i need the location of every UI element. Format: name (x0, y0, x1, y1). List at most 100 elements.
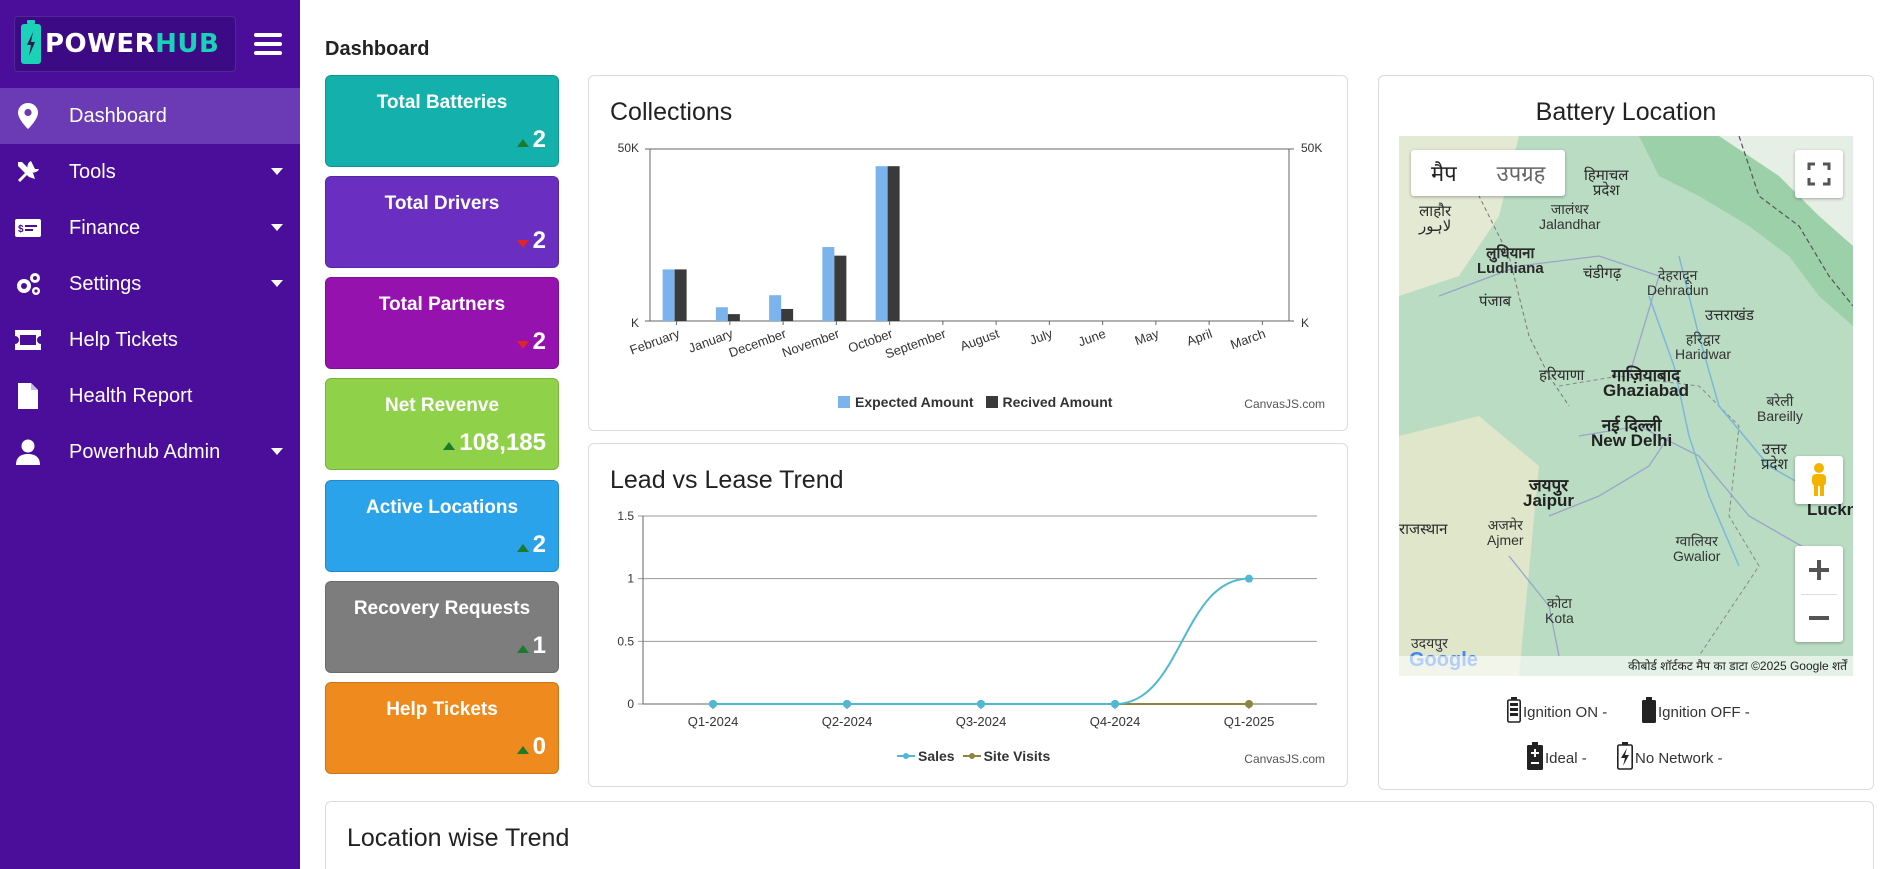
battery-full-icon (1642, 697, 1656, 727)
sidebar-item-settings[interactable]: Settings (0, 256, 300, 312)
sidebar-item-label: Finance (69, 216, 141, 239)
fullscreen-icon[interactable] (1795, 150, 1843, 198)
chart-credit[interactable]: CanvasJS.com (1244, 752, 1325, 766)
stat-card-total-drivers[interactable]: Total Drivers 2 (325, 176, 559, 268)
map-type-satellite-button[interactable]: उपग्रह (1496, 161, 1546, 186)
stat-card-help-tickets[interactable]: Help Tickets 0 (325, 682, 559, 774)
chart-legend: Sales Site Visits (897, 748, 1050, 764)
y-tick-label: 0 (627, 697, 634, 711)
chart-title: Collections (610, 98, 733, 126)
legend-swatch (897, 753, 915, 759)
sidebar-item-label: Tools (69, 160, 116, 183)
stat-value: 0 (516, 733, 546, 761)
legend-swatch (962, 753, 981, 759)
legend-ignition-on: Ignition ON - (1507, 697, 1607, 727)
stat-value: 2 (516, 126, 546, 154)
x-tick-labels: Q1-2024 Q2-2024 Q3-2024 Q4-2024 Q1-2025 (688, 704, 1274, 729)
zoom-in-icon[interactable] (1807, 546, 1831, 594)
sidebar-item-tools[interactable]: Tools (0, 144, 300, 200)
data-point (977, 700, 985, 708)
zoom-out-icon[interactable] (1807, 594, 1831, 642)
legend-swatch (985, 396, 998, 408)
x-tick-label: June (1076, 326, 1108, 350)
map-title: Battery Location (1535, 98, 1717, 126)
sidebar-item-label: Help Tickets (69, 328, 178, 351)
x-tick-label: Q3-2024 (956, 714, 1007, 729)
chart-bars (662, 166, 900, 321)
bar (834, 255, 847, 321)
lead-trend-chart: 00.511.5 Q1-2024 Q2-2024 Q3-2024 Q4-2024 Q1-… (617, 509, 1317, 729)
sidebar-item-finance[interactable]: $ Finance (0, 200, 300, 256)
chart-credit[interactable]: CanvasJS.com (1244, 397, 1325, 411)
bar (715, 307, 728, 321)
map-view[interactable]: हिमाचल प्रदेश लाहौर لاہور जालंधर Jalandhar … (1399, 136, 1853, 676)
sidebar: POWERHUB Dashboard Tools $ Finance Setti… (0, 0, 300, 869)
sidebar-item-label: Powerhub Admin (69, 440, 221, 463)
menu-toggle-icon[interactable] (254, 28, 282, 60)
map-label: हरियाणा (1539, 367, 1585, 384)
stat-label: Help Tickets (386, 699, 498, 720)
chart-grid (638, 515, 1317, 705)
stat-value: 1 (516, 632, 546, 660)
stat-card-total-partners[interactable]: Total Partners 2 (325, 277, 559, 369)
legend-label: Recived Amount (1002, 394, 1113, 410)
y2-tick-label: K (1301, 316, 1309, 330)
sidebar-item-label: Health Report (69, 384, 193, 407)
stat-card-recovery-requests[interactable]: Recovery Requests 1 (325, 581, 559, 673)
collections-panel: Collections 50K K 50K K February January D… (588, 75, 1348, 431)
stat-card-net-revenue[interactable]: Net Revenve 108,185 (325, 378, 559, 470)
data-point (1111, 700, 1119, 708)
map-label: उत्तर प्रदेश (1761, 441, 1788, 473)
x-tick-label: April (1185, 326, 1215, 349)
data-point (1245, 700, 1253, 708)
battery-charging-icon (1507, 697, 1521, 727)
map-label: नई दिल्ली New Delhi (1591, 416, 1673, 450)
trend-down-icon (516, 341, 529, 349)
stat-label: Total Batteries (376, 92, 508, 113)
map-label: लुधियाना Ludhiana (1477, 245, 1544, 277)
bar (822, 247, 835, 321)
sidebar-item-powerhub-admin[interactable]: Powerhub Admin (0, 424, 300, 480)
map-label: Luckn (1807, 500, 1853, 519)
sidebar-item-dashboard[interactable]: Dashboard (0, 88, 300, 144)
map-label: ग्वालियर Gwalior (1673, 533, 1721, 564)
legend-ignition-off: Ignition OFF - (1642, 697, 1750, 727)
caret-down-icon (271, 280, 283, 287)
stat-label: Recovery Requests (353, 598, 531, 619)
x-tick-label: December (727, 325, 789, 360)
stat-card-active-locations[interactable]: Active Locations 2 (325, 480, 559, 572)
trend-up-icon (516, 645, 529, 653)
app-logo[interactable]: POWERHUB (14, 16, 236, 72)
x-tick-label: Q4-2024 (1090, 714, 1141, 729)
legend-label: Expected Amount (855, 394, 974, 410)
x-tick-label: Q2-2024 (822, 714, 873, 729)
sidebar-item-label: Settings (69, 272, 142, 295)
trend-down-icon (516, 240, 529, 248)
stat-card-total-batteries[interactable]: Total Batteries 2 (325, 75, 559, 167)
x-tick-label: August (958, 326, 1002, 354)
file-icon (14, 382, 42, 410)
money-icon: $ (14, 214, 42, 242)
stat-value: 2 (516, 531, 546, 559)
bar (781, 308, 794, 321)
data-point (1245, 574, 1253, 583)
legend-no-network: No Network - (1617, 742, 1723, 774)
sidebar-item-health-report[interactable]: Health Report (0, 368, 300, 424)
map-label: राजस्थान (1399, 521, 1448, 538)
stat-label: Active Locations (365, 497, 519, 518)
caret-down-icon (271, 448, 283, 455)
map-type-map-button[interactable]: मैप (1431, 161, 1457, 186)
logo-area: POWERHUB (0, 0, 300, 88)
trend-up-icon (443, 442, 456, 450)
map-label: चंडीगढ़ (1583, 265, 1622, 282)
lead-trend-panel: Lead vs Lease Trend 0 0.5 1 1.5 Q1-2024 Q2-2… (588, 443, 1348, 787)
svg-text:$: $ (18, 224, 24, 235)
x-tick-label: September (883, 325, 949, 361)
street-view-pegman-icon[interactable] (1795, 456, 1843, 504)
map-footer[interactable]: कीबोर्ड शॉर्टकट मैप का डाटा ©2025 Google… (1399, 656, 1853, 676)
y-tick-label: 0.5 (617, 634, 634, 648)
x-tick-label: March (1228, 326, 1267, 352)
sidebar-item-help-tickets[interactable]: Help Tickets (0, 312, 300, 368)
map-label: देहरादून Dehradun (1647, 267, 1709, 298)
chart-axes (645, 148, 1294, 322)
